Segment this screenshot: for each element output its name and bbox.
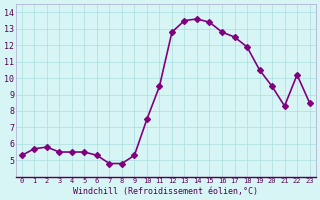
X-axis label: Windchill (Refroidissement éolien,°C): Windchill (Refroidissement éolien,°C) [73,187,258,196]
